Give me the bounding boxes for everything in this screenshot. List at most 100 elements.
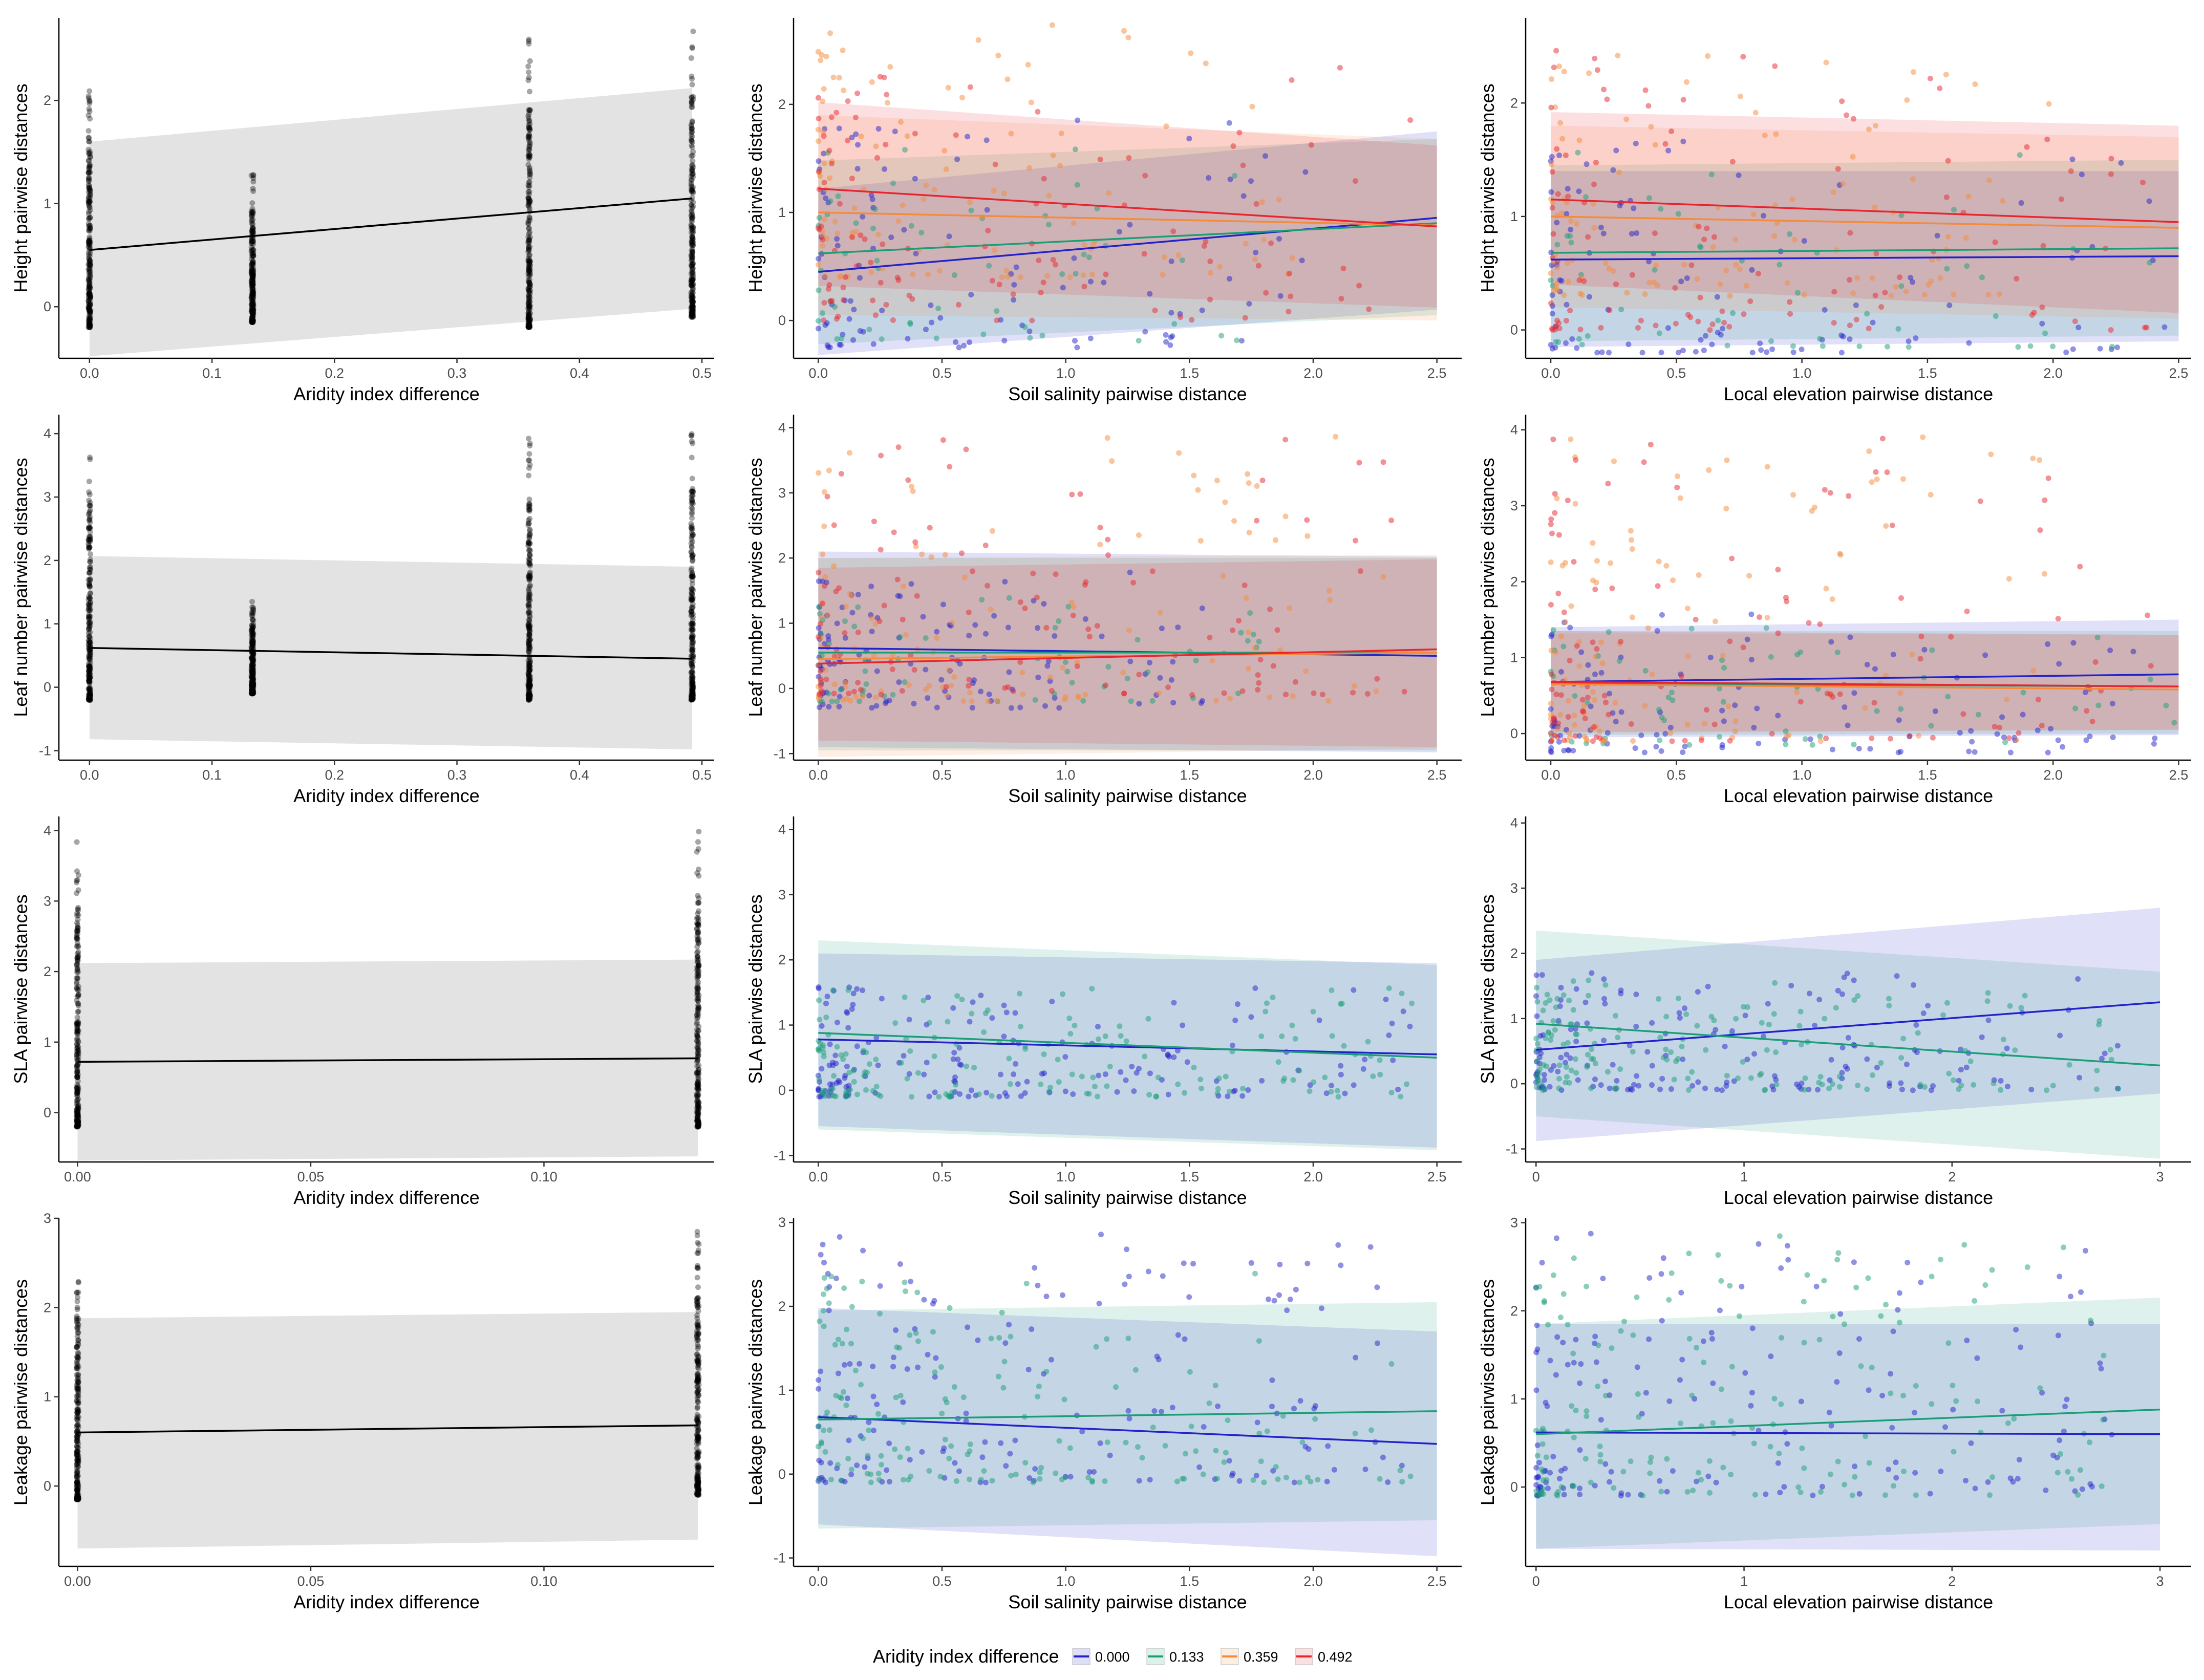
data-point-0.133 [1836, 1084, 1843, 1090]
data-point [250, 289, 256, 295]
data-point-0.492 [818, 668, 824, 674]
x-tick-label: 0.1 [202, 767, 222, 783]
y-tick-label: 0 [1510, 726, 1518, 741]
data-point-0.133 [1575, 149, 1581, 156]
data-point-0.133 [1618, 306, 1624, 312]
data-point-0.133 [1328, 1089, 1334, 1095]
data-point-0.492 [883, 301, 889, 308]
data-point-0.133 [1602, 982, 1609, 988]
data-point-0.000 [882, 166, 888, 172]
data-point-0.359 [858, 134, 864, 140]
data-point-0.359 [948, 682, 954, 688]
data-point-0.000 [1022, 1090, 1028, 1096]
data-point-0.133 [1548, 1037, 1554, 1043]
data-point-0.359 [1548, 700, 1554, 706]
data-point [250, 188, 256, 194]
data-point-0.359 [897, 119, 904, 125]
data-point-0.133 [1826, 1085, 1832, 1091]
data-point [75, 1458, 81, 1464]
data-point [87, 207, 93, 213]
x-tick-label: 0.4 [570, 767, 589, 783]
data-point [87, 186, 93, 192]
data-point-0.492 [911, 666, 917, 673]
data-point-0.133 [1945, 694, 1951, 700]
data-point-0.133 [1038, 1081, 1044, 1087]
data-point [249, 287, 255, 293]
data-point [527, 673, 533, 679]
data-point-0.133 [1533, 1084, 1539, 1090]
data-point-0.492 [1604, 96, 1610, 102]
data-point-0.133 [1552, 1027, 1558, 1033]
data-point [87, 324, 93, 330]
data-point-0.359 [2042, 571, 2048, 577]
data-point-0.133 [2147, 260, 2153, 266]
data-point-0.133 [2094, 634, 2101, 640]
data-point-0.492 [1585, 694, 1591, 700]
data-point-0.000 [2035, 727, 2041, 734]
data-point [249, 297, 255, 304]
data-point-0.133 [1240, 1086, 1246, 1092]
data-point [249, 298, 255, 304]
data-point-0.000 [1163, 332, 1169, 338]
data-point-0.133 [1047, 1084, 1054, 1090]
data-point [249, 309, 255, 315]
data-point [87, 509, 93, 515]
data-point-0.359 [1674, 473, 1680, 479]
data-point-0.492 [849, 176, 855, 182]
data-point [248, 173, 254, 179]
data-point-0.133 [1572, 693, 1578, 699]
data-point-0.359 [1590, 577, 1596, 584]
data-point [87, 280, 93, 286]
data-point-0.133 [1585, 333, 1591, 339]
data-point [249, 251, 255, 257]
data-point-0.133 [820, 1088, 826, 1094]
y-tick-label: 0 [1510, 1076, 1518, 1091]
data-point-0.000 [1654, 628, 1660, 634]
data-point-0.359 [1020, 691, 1026, 697]
x-tick-label: 0.3 [447, 365, 467, 381]
data-point [689, 128, 695, 135]
data-point-0.492 [1878, 304, 1885, 310]
x-tick-label: 2.0 [1303, 767, 1323, 783]
data-point-0.133 [1182, 1090, 1188, 1096]
data-point-0.492 [1552, 510, 1558, 516]
data-point-0.133 [1613, 1013, 1619, 1019]
data-point [86, 663, 92, 670]
data-point-0.492 [912, 131, 918, 137]
data-point-0.000 [1695, 1079, 1701, 1085]
data-point-0.359 [1217, 264, 1223, 270]
data-point-0.133 [1329, 1033, 1335, 1039]
data-point [250, 282, 256, 288]
data-point-0.000 [1924, 1003, 1931, 1009]
data-point-0.359 [1005, 274, 1011, 280]
y-tick-label: 1 [1510, 650, 1518, 665]
data-point-0.492 [818, 682, 824, 688]
data-point-0.492 [1030, 570, 1036, 576]
y-tick-label: 4 [778, 420, 786, 435]
data-point-0.133 [994, 308, 1000, 314]
data-point-0.492 [1775, 630, 1781, 636]
data-point-0.000 [827, 1041, 833, 1047]
data-point-0.492 [1053, 571, 1059, 577]
data-point [249, 310, 255, 316]
data-point-0.000 [2114, 344, 2120, 351]
data-point [250, 306, 256, 312]
data-point-0.000 [1165, 1091, 1171, 1097]
data-point [688, 525, 694, 531]
data-point-0.492 [1835, 166, 1841, 172]
data-point-0.492 [1787, 311, 1793, 317]
data-point-0.000 [1013, 264, 1019, 270]
data-point-0.000 [1680, 749, 1686, 756]
data-point-0.000 [1534, 1013, 1540, 1019]
data-point-0.000 [1934, 232, 1940, 239]
data-point-0.133 [1759, 1020, 1765, 1026]
data-point-0.000 [816, 984, 822, 990]
data-point [87, 199, 93, 205]
data-point-0.492 [1203, 239, 1209, 245]
data-point-0.492 [1170, 228, 1176, 234]
data-point-0.492 [899, 688, 905, 694]
data-point [526, 613, 532, 619]
data-point-0.359 [1653, 262, 1659, 268]
data-point-0.492 [947, 464, 953, 470]
